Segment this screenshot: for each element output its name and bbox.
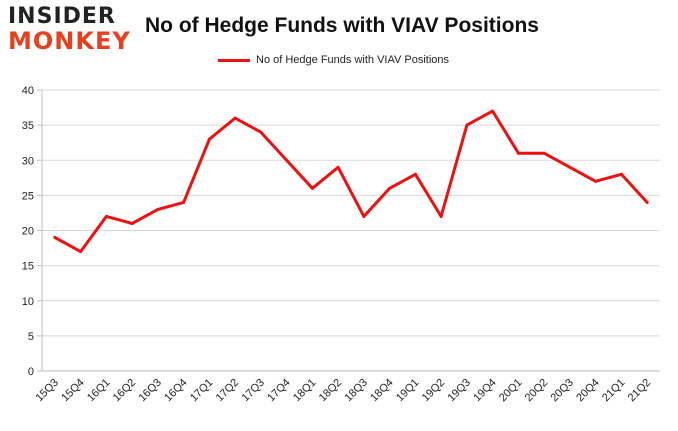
x-tick-label: 15Q4: [59, 377, 87, 405]
data-point: [285, 158, 289, 162]
x-tick-label: 19Q1: [394, 377, 422, 405]
x-tick-label: 16Q2: [111, 377, 139, 405]
series-layer: [53, 109, 649, 254]
y-tick-label: 15: [22, 261, 34, 273]
insider-monkey-logo: INSIDER MONKEY: [8, 4, 131, 55]
x-tick-label: 20Q4: [574, 377, 602, 405]
data-point: [182, 200, 186, 204]
y-tick-label: 0: [28, 366, 34, 378]
y-tick-label: 35: [22, 120, 34, 132]
chart-legend: No of Hedge Funds with VIAV Positions: [218, 54, 449, 66]
x-tick-label: 18Q1: [291, 377, 319, 405]
data-point: [130, 221, 134, 225]
chart-title: No of Hedge Funds with VIAV Positions: [145, 14, 539, 37]
data-point: [233, 116, 237, 120]
series-line: [53, 109, 649, 254]
x-tick-label: 18Q4: [368, 377, 396, 405]
data-point: [439, 214, 443, 218]
grid-lines: [41, 89, 660, 372]
x-tick-label: 20Q2: [523, 377, 551, 405]
x-tick-label: 17Q1: [188, 377, 216, 405]
y-tick-label: 30: [22, 155, 34, 167]
y-axis-ticks: 0 5 10 15 20 25 30 35 40: [22, 85, 42, 378]
x-tick-label: 21Q2: [626, 377, 654, 405]
legend-label: No of Hedge Funds with VIAV Positions: [256, 54, 450, 66]
data-point: [568, 165, 572, 169]
x-tick-label: 16Q3: [136, 377, 164, 405]
data-point: [388, 186, 392, 190]
x-tick-label: 17Q4: [265, 377, 293, 405]
data-point: [413, 172, 417, 176]
data-point: [542, 151, 546, 155]
logo-line-1: INSIDER: [8, 4, 116, 29]
y-tick-label: 5: [28, 331, 34, 343]
x-tick-label: 21Q1: [600, 377, 628, 405]
data-point: [53, 236, 57, 240]
x-tick-label: 19Q3: [445, 377, 473, 405]
data-point: [104, 214, 108, 218]
data-point: [465, 123, 469, 127]
x-tick-label: 18Q3: [342, 377, 370, 405]
data-point: [207, 137, 211, 141]
logo-line-2: MONKEY: [8, 27, 131, 55]
x-tick-label: 17Q3: [239, 377, 267, 405]
data-point: [619, 172, 623, 176]
x-tick-label: 16Q1: [85, 377, 113, 405]
data-point: [645, 200, 649, 204]
data-point: [336, 165, 340, 169]
data-point: [259, 130, 263, 134]
x-tick-label: 20Q3: [548, 377, 576, 405]
x-tick-label: 19Q2: [420, 377, 448, 405]
y-tick-label: 10: [22, 296, 34, 308]
data-point: [594, 179, 598, 183]
x-tick-label: 15Q3: [33, 377, 61, 405]
x-tick-label: 20Q1: [497, 377, 525, 405]
x-tick-label: 17Q2: [214, 377, 242, 405]
legend-swatch: [218, 58, 250, 62]
data-point: [79, 250, 83, 254]
y-tick-label: 40: [22, 85, 34, 97]
data-point: [310, 186, 314, 190]
x-tick-label: 19Q4: [471, 377, 499, 405]
data-point: [516, 151, 520, 155]
x-tick-label: 16Q4: [162, 377, 190, 405]
data-point: [362, 214, 366, 218]
data-point: [491, 109, 495, 113]
y-tick-label: 25: [22, 190, 34, 202]
x-axis-ticks: 15Q315Q416Q116Q216Q316Q417Q117Q217Q317Q4…: [33, 377, 653, 405]
y-tick-label: 20: [22, 226, 34, 238]
x-tick-label: 18Q2: [317, 377, 345, 405]
data-point: [156, 207, 160, 211]
